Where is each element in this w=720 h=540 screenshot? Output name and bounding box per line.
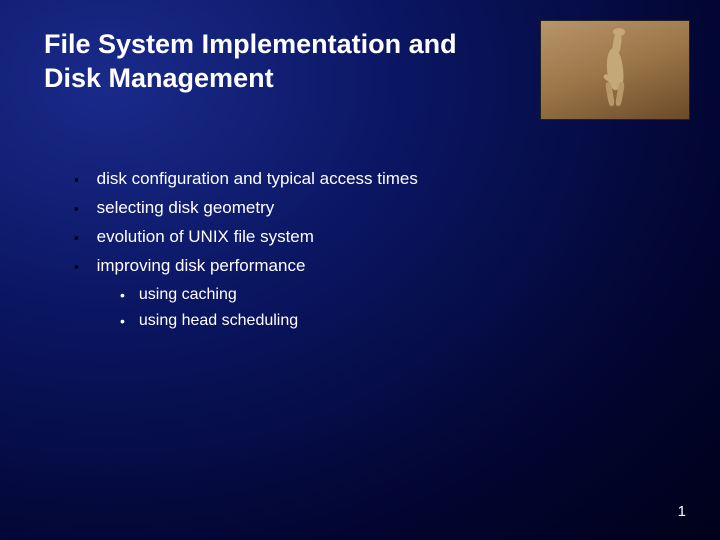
list-item-label: selecting disk geometry — [97, 197, 275, 220]
list-item-label: disk configuration and typical access ti… — [97, 168, 418, 191]
dinosaur-icon — [595, 30, 635, 110]
list-item: ▪ improving disk performance — [74, 255, 676, 278]
list-item-label: evolution of UNIX file system — [97, 226, 314, 249]
bullet-marker-icon: ▪ — [74, 168, 79, 191]
bullet-marker-icon: ▪ — [74, 197, 79, 220]
bullet-marker-icon: ▪ — [74, 255, 79, 278]
list-item: • using head scheduling — [120, 310, 676, 332]
slide: File System Implementation and Disk Mana… — [0, 0, 720, 540]
bullet-marker-icon: • — [120, 284, 125, 306]
bullet-marker-icon: ▪ — [74, 226, 79, 249]
list-item-label: using head scheduling — [139, 310, 298, 332]
list-item-label: using caching — [139, 284, 237, 306]
bullet-marker-icon: • — [120, 310, 125, 332]
bullet-list: ▪ disk configuration and typical access … — [74, 168, 676, 332]
list-item: ▪ selecting disk geometry — [74, 197, 676, 220]
page-number: 1 — [678, 503, 686, 520]
list-item-label: improving disk performance — [97, 255, 306, 278]
list-item: • using caching — [120, 284, 676, 306]
list-item: ▪ evolution of UNIX file system — [74, 226, 676, 249]
list-item: ▪ disk configuration and typical access … — [74, 168, 676, 191]
corner-image — [540, 20, 690, 120]
slide-title: File System Implementation and Disk Mana… — [44, 28, 504, 96]
